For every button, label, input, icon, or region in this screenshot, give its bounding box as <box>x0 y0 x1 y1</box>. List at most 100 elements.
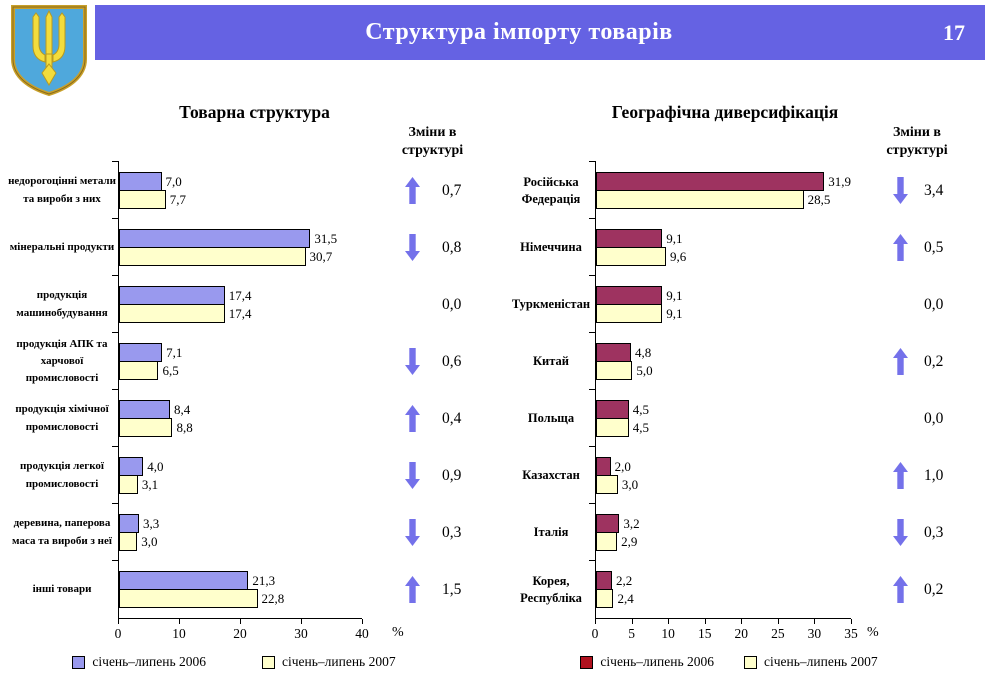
bar-2007 <box>596 361 633 380</box>
change-value: 0,0 <box>924 409 944 427</box>
change-arrow-icon <box>893 462 908 489</box>
page-number: 17 <box>943 19 965 45</box>
bar-line: 2,4 <box>596 589 851 608</box>
chart-row: Російська Федерація 31,9 28,5 3,4 <box>507 161 983 219</box>
bar-line: 9,6 <box>596 247 851 266</box>
bar-value-2006: 31,5 <box>314 230 338 246</box>
bar-2007 <box>596 304 663 323</box>
chart-rows: недорогоцінні метали та вироби з них 7,0 7… <box>6 161 503 618</box>
chart-row: продукція легкої промисловості 4,0 3,1 0,9 <box>6 446 503 504</box>
change-arrow-icon <box>405 234 420 261</box>
bar-value-2006: 4,8 <box>634 344 652 360</box>
bar-value-2007: 3,0 <box>141 533 158 549</box>
category-label: продукція АПК та харчової промисловості <box>16 337 108 385</box>
chart-rows: Російська Федерація 31,9 28,5 3,4 Німеччина 9… <box>507 161 983 618</box>
bar-2006 <box>596 343 631 362</box>
change-arrow-icon <box>405 348 420 375</box>
chart-row: Корея, Республіка 2,2 2,4 0,2 <box>507 560 983 618</box>
change-value: 0,4 <box>442 409 462 427</box>
plot-cell: 8,4 8,8 <box>112 389 362 447</box>
change-cell: 3,4 <box>851 162 983 219</box>
category-label: інші товари <box>32 582 92 595</box>
changes-column-header: Зміни в структурі <box>401 125 464 158</box>
change-cell: 0,3 <box>362 504 503 561</box>
axis-tick-label: 15 <box>697 626 712 641</box>
bar-line: 8,8 <box>119 418 362 437</box>
plot-cell: 9,1 9,6 <box>589 218 851 276</box>
plot-cell: 4,5 4,5 <box>589 389 851 447</box>
geographic-diversification-chart: Географічна диверсифікація Зміни в струк… <box>507 100 983 670</box>
slide-title: Структура імпорту товарів <box>365 19 673 45</box>
legend-item: січень–липень 2006 <box>580 654 714 670</box>
axis-tick-label: 30 <box>807 626 822 641</box>
bar-line: 31,9 <box>596 172 851 191</box>
bar-line: 9,1 <box>596 304 851 323</box>
axis-tick <box>851 619 852 624</box>
bar-line: 7,7 <box>119 190 362 209</box>
category-label: Польща <box>527 411 575 426</box>
chart-row: недорогоцінні метали та вироби з них 7,0 7… <box>6 161 503 219</box>
bar-2006 <box>596 514 620 533</box>
bar-value-2007: 3,0 <box>621 476 639 492</box>
chart-row: мінеральні продукти 31,5 30,7 0,8 <box>6 218 503 276</box>
bar-line: 31,5 <box>119 229 362 248</box>
bar-line: 17,4 <box>119 286 362 305</box>
axis-tick <box>704 619 706 624</box>
axis-tick <box>631 619 633 624</box>
axis-tick-label: 10 <box>661 626 675 641</box>
bar-2007 <box>119 361 159 380</box>
axis-tick-label: 30 <box>294 626 308 641</box>
axis-tick-label: 5 <box>628 626 635 641</box>
x-axis-area: 0 5 10 15 20 25 30 35 % <box>507 618 983 646</box>
change-value: 0,5 <box>924 238 944 256</box>
bar-line: 3,0 <box>596 475 851 494</box>
bar-value-2006: 17,4 <box>228 287 252 303</box>
axis-spacer <box>507 618 595 646</box>
bar-value-2007: 6,5 <box>162 362 179 378</box>
x-axis: 0 5 10 15 20 25 30 35 <box>591 618 858 646</box>
axis-tick-label: 20 <box>734 626 749 641</box>
bar-2007 <box>596 475 618 494</box>
bar-value-2006: 21,3 <box>252 572 276 588</box>
bar-2007 <box>119 589 258 608</box>
legend-item: січень–липень 2007 <box>744 654 878 670</box>
legend: січень–липень 2006 січень–липень 2007 <box>26 654 442 670</box>
bar-2006 <box>119 571 249 590</box>
bar-2006 <box>596 457 611 476</box>
change-arrow-icon <box>893 177 908 204</box>
bar-line: 4,5 <box>596 400 851 419</box>
category-label: Російська Федерація <box>521 174 581 206</box>
change-cell: 0,6 <box>362 333 503 390</box>
legend-label: січень–липень 2007 <box>282 654 396 669</box>
bar-2007 <box>596 532 618 551</box>
bar-value-2006: 8,4 <box>174 401 191 417</box>
bar-value-2006: 9,1 <box>666 287 683 303</box>
bar-value-2007: 9,6 <box>669 248 687 264</box>
change-value: 3,4 <box>924 181 944 199</box>
axis-tick <box>595 619 596 624</box>
bar-line: 3,3 <box>119 514 362 533</box>
bar-line: 2,0 <box>596 457 851 476</box>
bar-2007 <box>119 247 306 266</box>
category-label: Німеччина <box>520 240 582 255</box>
bar-value-2006: 3,2 <box>623 515 640 531</box>
x-axis: 0 10 20 30 40 <box>115 618 369 646</box>
bar-line: 8,4 <box>119 400 362 419</box>
category-label: продукція хімічної промисловості <box>15 403 109 433</box>
bar-line: 21,3 <box>119 571 362 590</box>
plot-cell: 31,9 28,5 <box>589 161 851 219</box>
bar-line: 7,0 <box>119 172 362 191</box>
bar-2006 <box>596 172 825 191</box>
bar-value-2007: 8,8 <box>176 419 193 435</box>
change-value: 1,5 <box>442 580 462 598</box>
category-label: деревина, паперова маса та вироби з неї <box>12 517 112 547</box>
plot-cell: 4,0 3,1 <box>112 446 362 504</box>
axis-tick-label: 25 <box>771 626 785 641</box>
category-label: продукція машинобудування <box>16 289 108 319</box>
bar-line: 2,2 <box>596 571 851 590</box>
axis-tick-label: 0 <box>591 626 599 641</box>
bar-value-2006: 7,1 <box>166 344 183 360</box>
chart-row: деревина, паперова маса та вироби з неї 3… <box>6 503 503 561</box>
bar-line: 4,8 <box>596 343 851 362</box>
change-value: 0,9 <box>442 466 462 484</box>
